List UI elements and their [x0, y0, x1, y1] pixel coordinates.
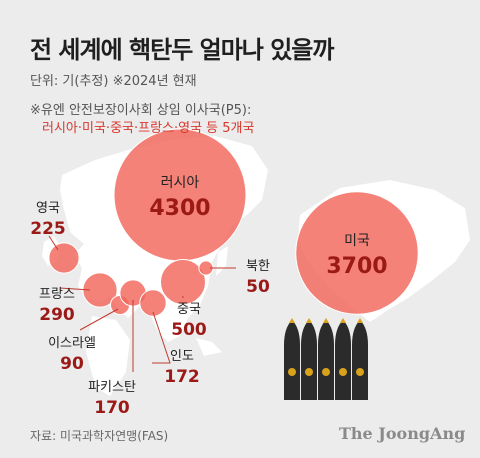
bubble-6	[139, 289, 167, 317]
country-label-3: 프랑스	[39, 287, 75, 302]
value-label-5: 170	[94, 398, 130, 418]
warhead-icon	[335, 318, 351, 400]
value-label-8: 50	[246, 277, 270, 297]
value-label-3: 290	[39, 305, 75, 325]
bubble-1	[295, 191, 419, 315]
bubble-7	[159, 258, 207, 306]
country-label-6: 인도	[170, 349, 194, 364]
warhead-icon	[284, 318, 300, 400]
value-label-6: 172	[164, 367, 200, 387]
warhead-icon	[301, 318, 317, 400]
leader-line-4	[79, 308, 119, 331]
bubble-2	[48, 242, 80, 274]
page-title: 전 세계에 핵탄두 얼마나 있을까	[30, 36, 334, 64]
bubble-0	[113, 128, 247, 262]
leader-line-6	[152, 311, 171, 364]
value-label-4: 90	[60, 354, 84, 374]
country-label-8: 북한	[246, 259, 270, 274]
brand-logo: The JoongAng	[339, 424, 466, 443]
bubble-layer	[48, 128, 419, 317]
warhead-illustration	[284, 318, 368, 400]
p5-note: ※유엔 안전보장이사회 상임 이사국(P5):	[30, 103, 252, 118]
source-note: 자료: 미국과학자연맹(FAS)	[30, 429, 169, 443]
warhead-icon	[352, 318, 368, 400]
warhead-icon	[318, 318, 334, 400]
leader-line-2	[48, 235, 59, 251]
country-label-7: 중국	[177, 302, 201, 317]
value-label-1: 3700	[326, 254, 387, 279]
value-label-7: 500	[171, 320, 207, 340]
country-label-5: 파키스탄	[88, 380, 136, 395]
country-label-1: 미국	[344, 233, 370, 249]
p5-countries: 러시아·미국·중국·프랑스·영국 등 5개국	[42, 121, 255, 136]
leader-line-3	[59, 287, 91, 291]
value-label-0: 4300	[149, 196, 210, 221]
country-label-0: 러시아	[161, 175, 200, 191]
unit-note: 단위: 기(추정) ※2024년 현재	[30, 74, 197, 89]
value-label-2: 225	[30, 219, 66, 239]
bubble-labels: 러시아 4300 미국 3700 영국 225 프랑스 290 이스라엘 90 파키스탄 170 인도 1…	[30, 175, 387, 418]
country-label-4: 이스라엘	[48, 336, 96, 351]
country-label-2: 영국	[36, 201, 60, 216]
leader-lines	[48, 235, 236, 372]
